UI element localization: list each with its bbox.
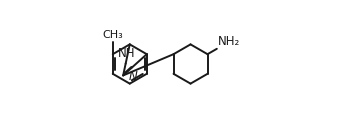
Text: N: N	[128, 71, 137, 83]
Text: CH₃: CH₃	[102, 30, 123, 40]
Text: NH: NH	[118, 47, 135, 60]
Text: NH₂: NH₂	[217, 35, 240, 48]
